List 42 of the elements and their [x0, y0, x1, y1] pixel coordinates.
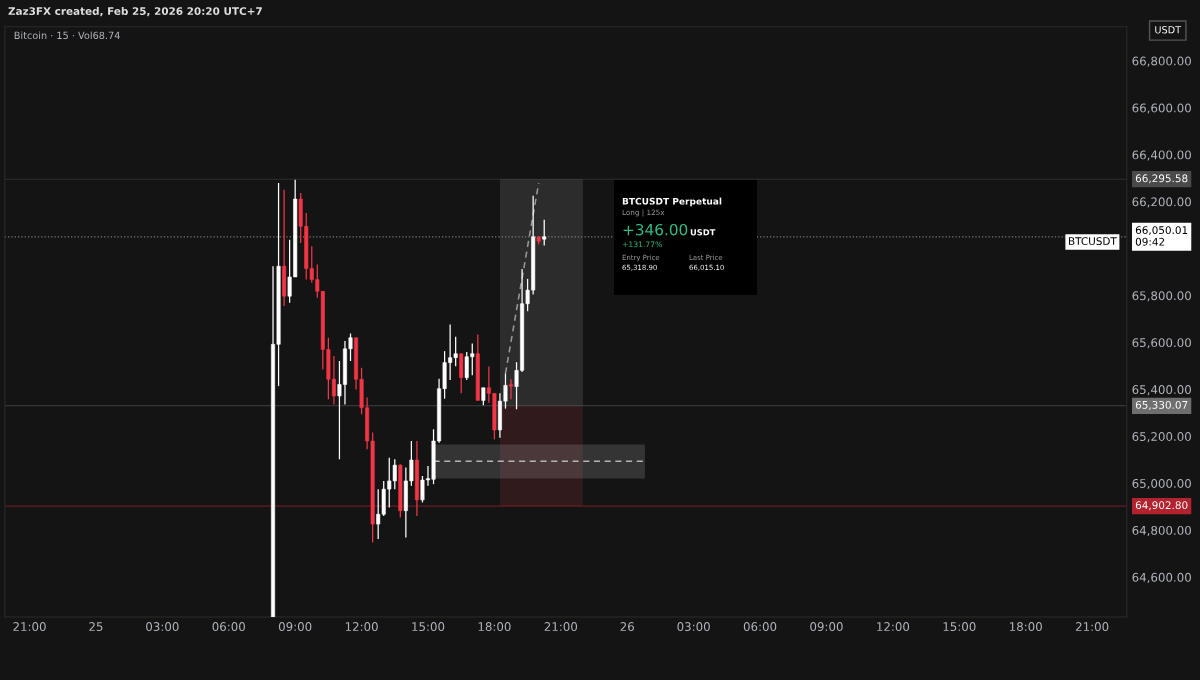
- x-tick-label: 21:00: [544, 622, 578, 632]
- annotation: BTCUSDT: [1069, 237, 1117, 246]
- x-tick-label: 09:00: [810, 622, 843, 632]
- y-tick-label: 65,200.00: [1132, 432, 1191, 443]
- x-tick-label: 06:00: [212, 622, 245, 632]
- annotation: +346.00: [623, 223, 688, 236]
- y-axis-title: USDT: [1155, 26, 1182, 34]
- x-tick-label: 18:00: [1009, 622, 1042, 632]
- chart-title: Bitcoin · 15 · Vol68.74: [14, 31, 120, 40]
- y-tick-label: 65,400.00: [1132, 385, 1191, 396]
- y-tick-label: 65,600.00: [1132, 338, 1191, 349]
- x-tick-label: 25: [89, 622, 103, 632]
- ref-line-label: 65,330.07: [1135, 400, 1188, 410]
- x-tick-label: 21:00: [1075, 622, 1109, 632]
- candlestick: [459, 353, 464, 394]
- x-tick-label: 09:00: [278, 622, 312, 632]
- ref-line-label: 66,050.01 09:42: [1135, 226, 1188, 246]
- x-tick-label: 12:00: [345, 622, 378, 632]
- y-tick-label: 66,400.00: [1132, 150, 1191, 161]
- annotation: BTCUSDT Perpetual: [622, 197, 722, 207]
- y-tick-label: 66,200.00: [1132, 197, 1191, 208]
- annotation: USDT: [690, 229, 716, 236]
- x-tick-label: 15:00: [412, 622, 445, 632]
- y-tick-label: 64,800.00: [1132, 525, 1191, 537]
- y-tick-label: 64,600.00: [1132, 572, 1191, 583]
- text: Zaz3FX created, Feb 25, 2026 20:20 UTC+7: [8, 6, 262, 17]
- x-tick-label: 18:00: [478, 622, 511, 632]
- x-tick-label: 15:00: [943, 622, 976, 632]
- x-tick-label: 03:00: [677, 622, 710, 632]
- y-tick-label: 65,000.00: [1132, 478, 1191, 490]
- ref-line-label: 64,902.80: [1135, 501, 1188, 511]
- x-tick-label: 06:00: [743, 622, 777, 632]
- x-tick-label: 21:00: [13, 622, 46, 632]
- y-tick-label: 65,800.00: [1132, 291, 1191, 302]
- y-tick-label: 66,800.00: [1132, 56, 1191, 67]
- ref-line-label: 66,295.58: [1135, 174, 1188, 184]
- candlestick: [542, 219, 547, 247]
- candlestick: [509, 378, 514, 400]
- x-tick-label: 26: [620, 622, 634, 632]
- x-tick-label: 12:00: [877, 622, 910, 632]
- y-tick-label: 66,600.00: [1132, 103, 1191, 114]
- x-tick-label: 03:00: [146, 622, 179, 632]
